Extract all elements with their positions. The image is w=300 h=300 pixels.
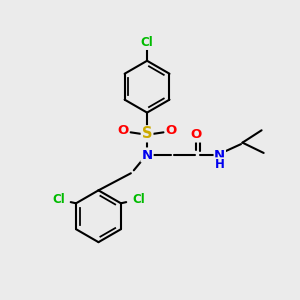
Text: H: H: [215, 158, 225, 171]
Text: O: O: [166, 124, 177, 137]
Text: S: S: [142, 126, 152, 141]
Text: N: N: [142, 148, 153, 161]
Text: O: O: [190, 128, 202, 142]
Text: N: N: [214, 149, 225, 162]
Text: Cl: Cl: [52, 193, 65, 206]
Text: Cl: Cl: [132, 193, 145, 206]
Text: Cl: Cl: [141, 36, 153, 49]
Text: O: O: [117, 124, 128, 137]
